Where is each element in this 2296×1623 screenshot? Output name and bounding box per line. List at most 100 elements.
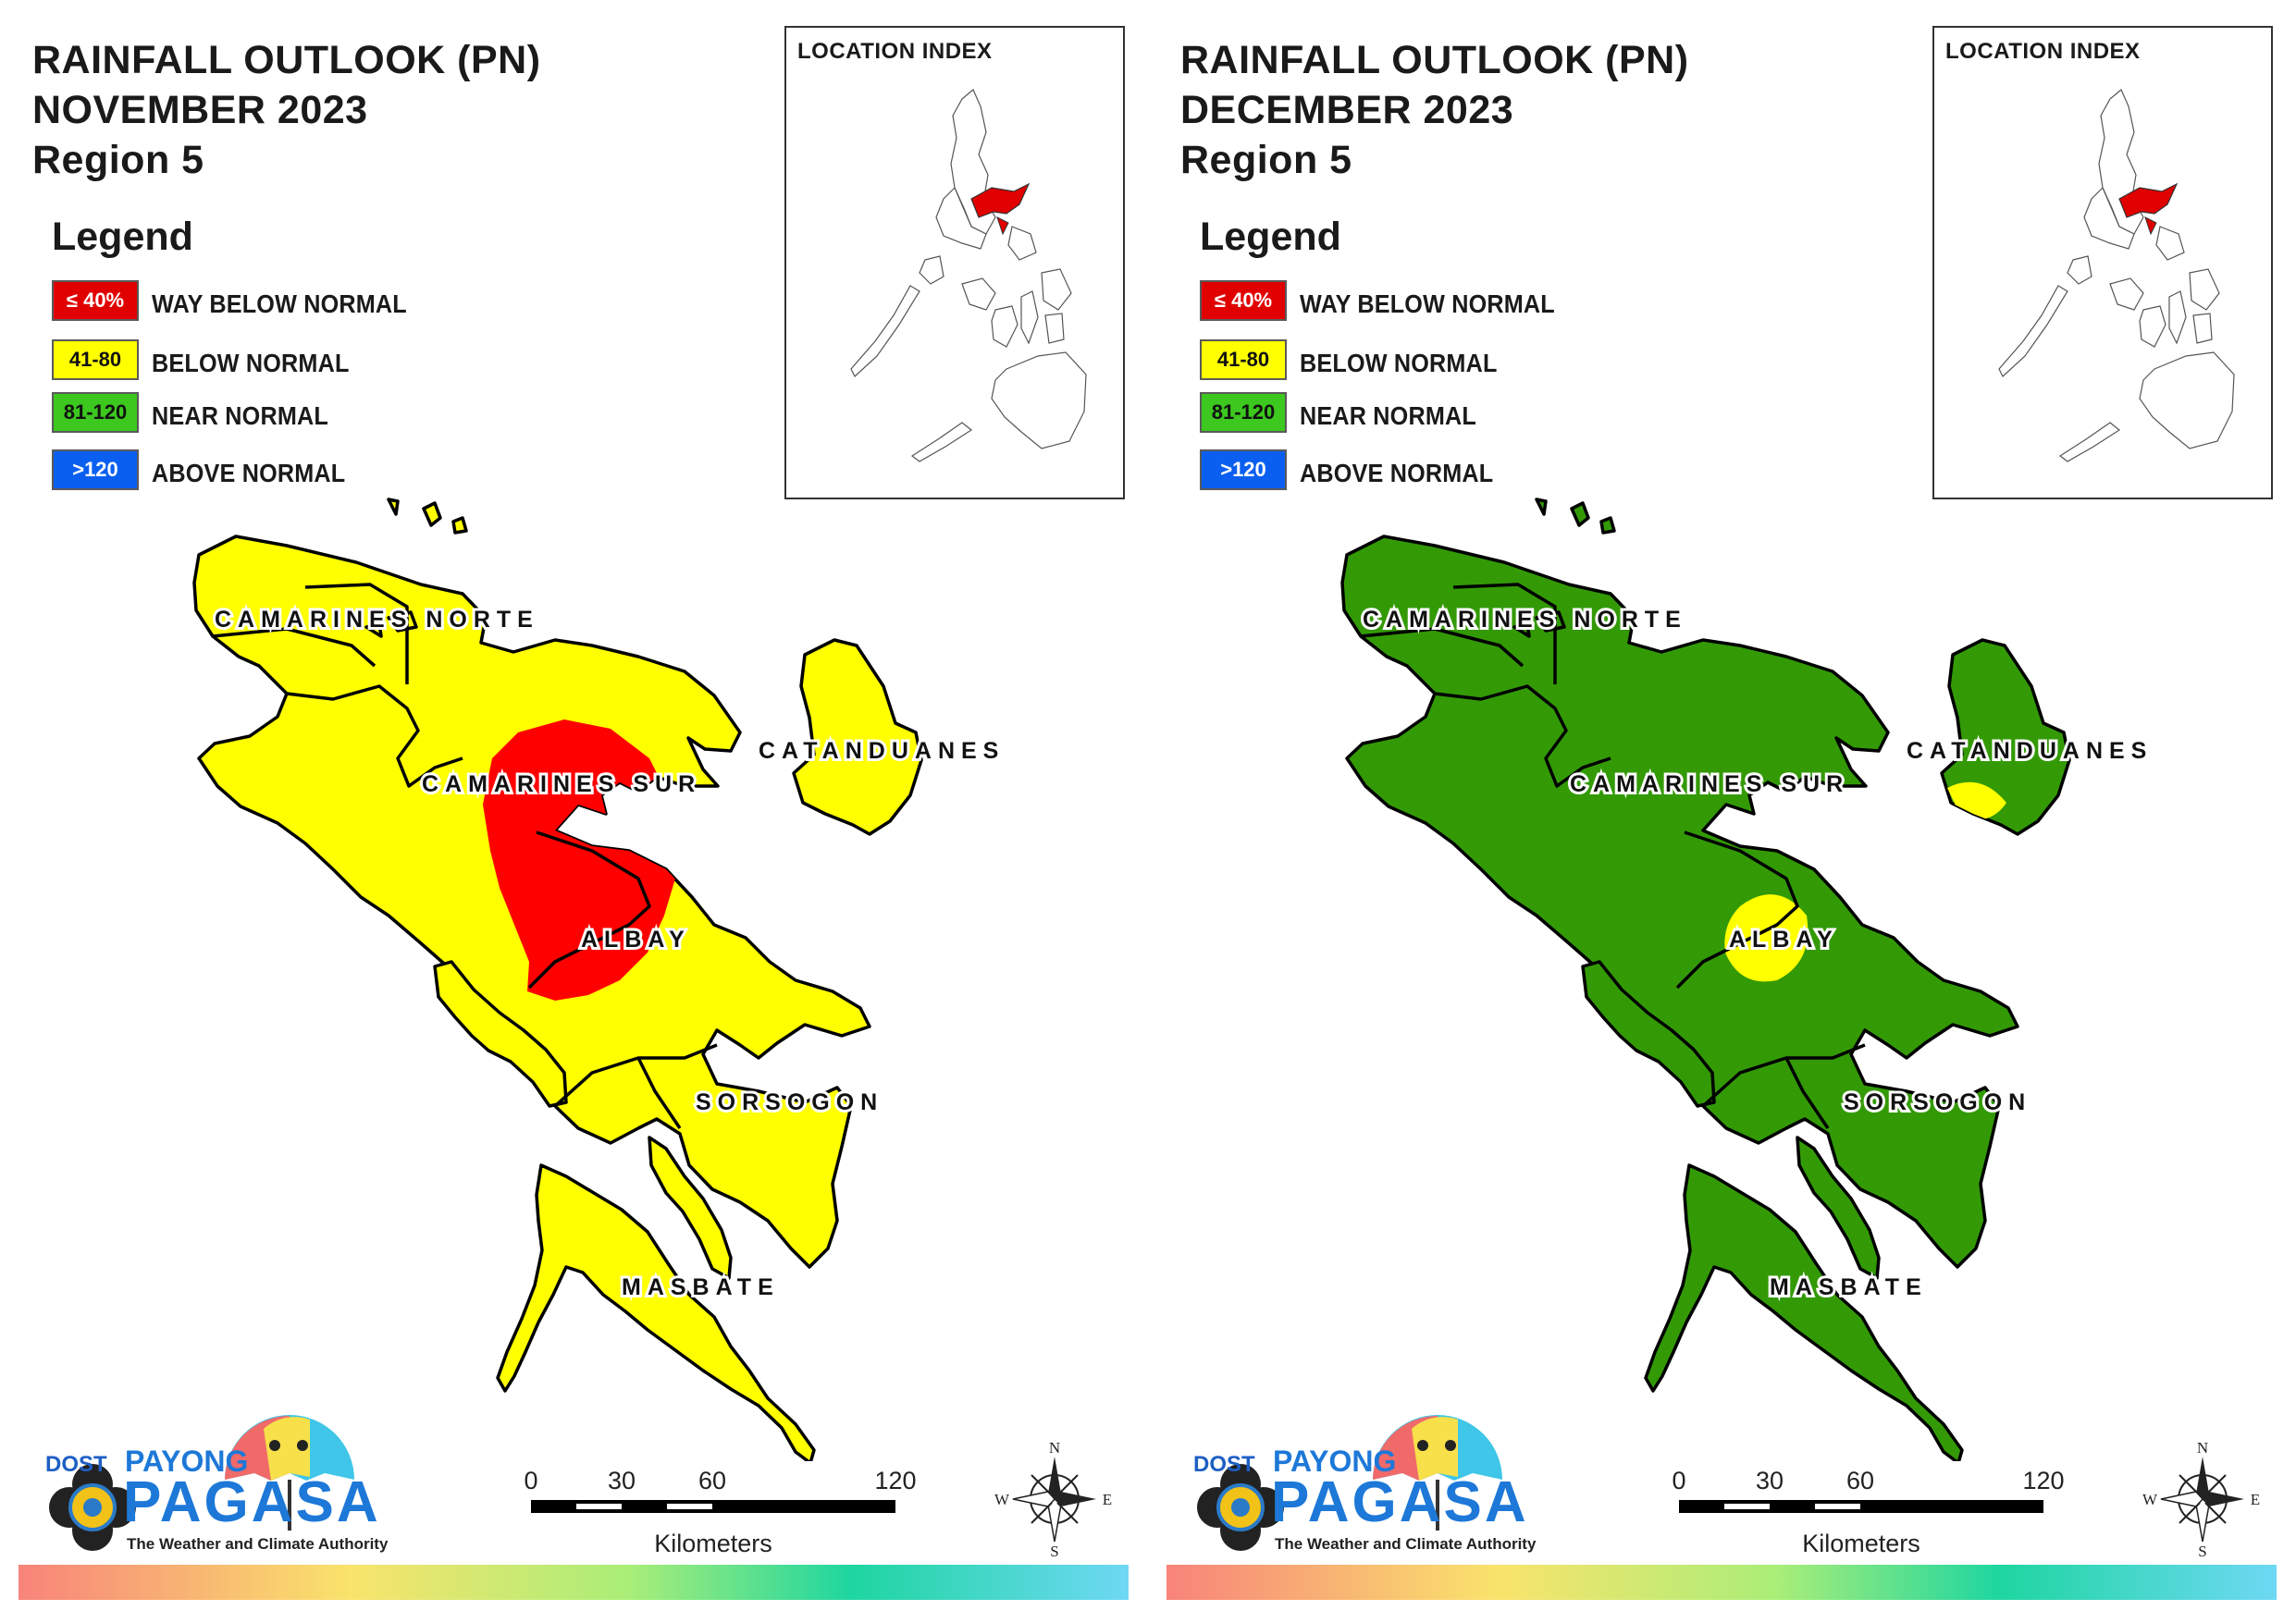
december-outlook-panel: RAINFALL OUTLOOK (PN) DECEMBER 2023 Regi… xyxy=(1148,0,2296,1623)
legend-swatch: ≤ 40% xyxy=(52,280,139,321)
label-sorsogon: SORSOGON xyxy=(696,1089,883,1115)
index-luzon-east xyxy=(2155,226,2185,261)
legend-swatch: 81-120 xyxy=(52,392,139,433)
legend-swatch: 41-80 xyxy=(52,339,139,380)
sorsogon-inner-boundary xyxy=(1784,1057,1830,1129)
catanduanes-island xyxy=(792,638,923,836)
dost-seal-icon xyxy=(49,1464,136,1551)
legend-title: Legend xyxy=(52,215,193,259)
scale-tick-120: 120 xyxy=(2022,1467,2064,1494)
index-masbate-highlight xyxy=(996,216,1009,236)
camnorte-west-boundary xyxy=(212,627,376,668)
location-index-title: LOCATION INDEX xyxy=(1945,39,2141,64)
svg-text:S: S xyxy=(2198,1543,2206,1558)
svg-text:E: E xyxy=(2251,1491,2260,1508)
index-leyte xyxy=(1044,313,1065,344)
scale-tick-120: 120 xyxy=(874,1467,916,1494)
index-bicol-highlight xyxy=(2118,182,2179,218)
legend-label: WAY BELOW NORMAL xyxy=(1300,289,1555,318)
scale-unit-label: Kilometers xyxy=(1802,1530,1920,1557)
title-line-region: Region 5 xyxy=(32,138,204,182)
index-bicol-highlight xyxy=(970,182,1031,218)
province-boundaries xyxy=(1360,583,1866,1129)
label-camarines-norte: CAMARINES NORTE xyxy=(215,607,539,633)
philippines-index-map xyxy=(850,89,1087,462)
label-sorsogon: SORSOGON xyxy=(1844,1089,2031,1115)
title-line-month: DECEMBER 2023 xyxy=(1180,88,1514,132)
index-masbate-highlight xyxy=(2144,216,2157,236)
index-panay xyxy=(961,277,996,311)
logo-pagasa-text: PAGASA xyxy=(123,1470,381,1534)
logo-dost-text: DOST xyxy=(45,1452,107,1477)
november-outlook-panel: RAINFALL OUTLOOK (PN) NOVEMBER 2023 Regi… xyxy=(19,26,1129,1600)
scale-bar-body xyxy=(1679,1500,2043,1513)
logo-dost-text: DOST xyxy=(1193,1452,1255,1477)
label-albay: ALBAY xyxy=(581,927,691,953)
scale-tick-30: 30 xyxy=(1756,1467,1784,1494)
location-index-inset: LOCATION INDEX xyxy=(784,26,1125,499)
scale-bar: 0 30 60 120 Kilometers xyxy=(1672,1467,2064,1557)
ticao-island xyxy=(648,1136,733,1280)
label-camarines-sur: CAMARINES SUR xyxy=(422,771,701,797)
camsur-albay-boundary xyxy=(1675,830,1799,990)
location-index-title: LOCATION INDEX xyxy=(797,39,993,64)
index-panay xyxy=(2109,277,2144,311)
legend-label: NEAR NORMAL xyxy=(152,401,328,430)
index-mindoro xyxy=(2067,255,2092,285)
scale-unit-label: Kilometers xyxy=(654,1530,772,1557)
label-catanduanes: CATANDUANES xyxy=(1907,738,2153,764)
index-cebu xyxy=(2168,290,2187,345)
label-masbate: MASBATE xyxy=(1770,1274,1928,1300)
label-camarines-sur: CAMARINES SUR xyxy=(1570,771,1849,797)
index-palawan xyxy=(850,285,920,377)
svg-text:E: E xyxy=(1103,1491,1112,1508)
legend-label: ABOVE NORMAL xyxy=(1300,459,1494,487)
title-line-outlook: RAINFALL OUTLOOK (PN) xyxy=(32,38,541,82)
camsur-albay-boundary xyxy=(527,830,651,990)
camnorte-inner-boundary xyxy=(1452,583,1557,684)
logo-payong-text: PAYONG xyxy=(1273,1445,1396,1478)
index-luzon-east xyxy=(1007,226,1037,261)
svg-text:W: W xyxy=(2142,1491,2158,1508)
scale-tick-60: 60 xyxy=(698,1467,726,1494)
svg-text:S: S xyxy=(1050,1543,1058,1558)
title-line-region: Region 5 xyxy=(1180,138,1352,182)
scale-tick-0: 0 xyxy=(524,1467,537,1494)
scale-tick-60: 60 xyxy=(1846,1467,1874,1494)
legend-label: NEAR NORMAL xyxy=(1300,401,1476,430)
label-catanduanes: CATANDUANES xyxy=(759,738,1005,764)
calaguas-islands xyxy=(1535,498,1616,535)
svg-text:N: N xyxy=(1049,1439,1060,1457)
payong-pagasa-logo: DOST PAYONG PAGASA The Weather and Clima… xyxy=(1193,1415,1537,1553)
title-line-outlook: RAINFALL OUTLOOK (PN) xyxy=(1180,38,1689,82)
index-leyte xyxy=(2192,313,2213,344)
index-mindanao xyxy=(2139,351,2235,449)
camnorte-camsur-boundary xyxy=(1434,684,1611,788)
index-sulu xyxy=(910,422,973,462)
gradient-footer-bar xyxy=(19,1565,1129,1600)
province-boundaries xyxy=(212,583,718,1129)
map-title: RAINFALL OUTLOOK (PN) DECEMBER 2023 Regi… xyxy=(1180,35,1689,185)
index-luzon-central xyxy=(2083,186,2135,250)
index-negros xyxy=(2139,305,2166,348)
logo-tagline: The Weather and Climate Authority xyxy=(1275,1535,1537,1553)
north-arrow-compass-icon: N E S W xyxy=(994,1439,1112,1558)
masbate-island xyxy=(1644,1163,1964,1461)
legend-swatch: >120 xyxy=(52,449,139,490)
sorsogon-inner-boundary xyxy=(636,1057,682,1129)
philippines-index-map xyxy=(1998,89,2235,462)
small-islets xyxy=(1512,610,1566,638)
legend-swatch: ≤ 40% xyxy=(1200,280,1287,321)
legend-title: Legend xyxy=(1200,215,1341,259)
region5-map: CAMARINES NORTE CAMARINES SUR CATANDUANE… xyxy=(1340,498,2153,1461)
index-cebu xyxy=(1020,290,1039,345)
map-title: RAINFALL OUTLOOK (PN) NOVEMBER 2023 Regi… xyxy=(32,35,541,185)
legend-label: WAY BELOW NORMAL xyxy=(152,289,407,318)
svg-text:N: N xyxy=(2197,1439,2208,1457)
label-albay: ALBAY xyxy=(1729,927,1839,953)
logo-pagasa-text: PAGASA xyxy=(1271,1470,1529,1534)
index-mindanao xyxy=(991,351,1087,449)
label-masbate: MASBATE xyxy=(622,1274,780,1300)
camnorte-camsur-boundary xyxy=(286,684,463,788)
index-sulu xyxy=(2058,422,2121,462)
